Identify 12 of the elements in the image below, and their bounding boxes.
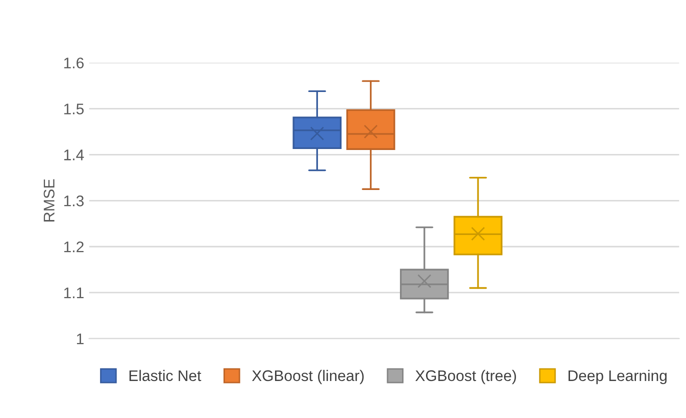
y-tick-label: 1.1 bbox=[64, 288, 84, 298]
y-tick-label: 1.4 bbox=[64, 150, 84, 160]
y-tick-label: 1 bbox=[76, 334, 84, 344]
y-tick-label: 1.5 bbox=[64, 104, 84, 114]
legend-label: XGBoost (linear) bbox=[252, 370, 364, 384]
y-tick-label: 1.2 bbox=[64, 241, 84, 252]
legend-label: Elastic Net bbox=[130, 370, 202, 382]
y-axis-title: RMSE bbox=[44, 179, 55, 222]
legend-label: Deep Learning bbox=[568, 370, 667, 384]
y-tick-label: 1.3 bbox=[64, 196, 84, 206]
y-tick-label: 1.6 bbox=[64, 58, 84, 68]
legend-label: XGBoost (tree) bbox=[415, 370, 516, 384]
